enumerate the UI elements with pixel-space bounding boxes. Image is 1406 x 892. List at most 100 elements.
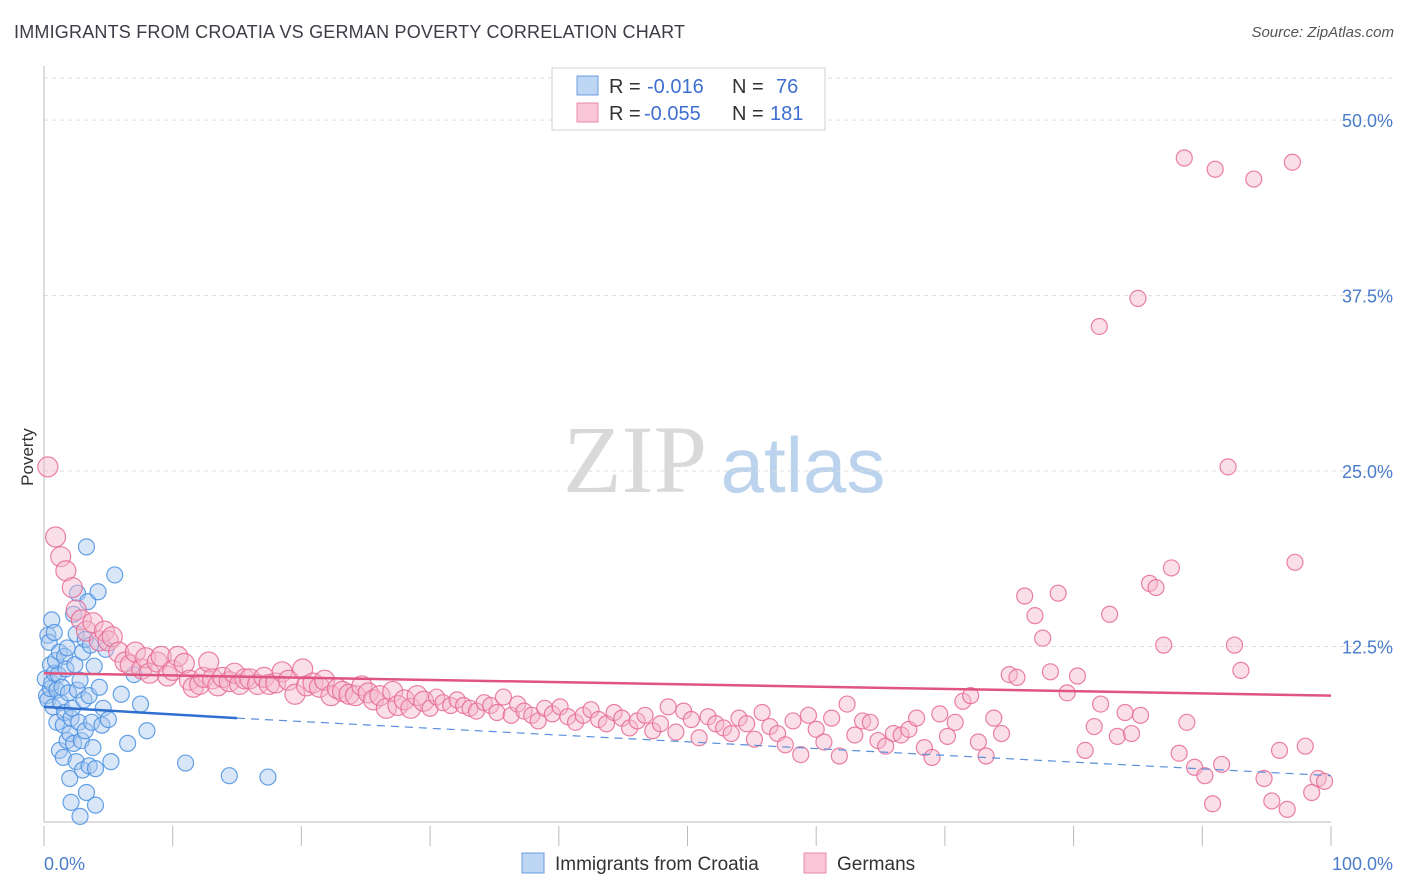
- croatia-point-10: [45, 623, 63, 642]
- germans-point-99: [651, 715, 670, 733]
- germans-point-61: [382, 680, 404, 703]
- germans-point-148: [1034, 629, 1052, 647]
- croatia-trend-extension: [237, 717, 1332, 777]
- germans-point-179: [1278, 800, 1296, 818]
- germans-point-188: [1175, 149, 1193, 167]
- legend-r-value-2: -0.055: [644, 103, 701, 125]
- germans-point-59: [369, 685, 391, 707]
- croatia-point-7: [43, 611, 61, 629]
- germans-point-108: [722, 724, 740, 743]
- croatia-point-60: [89, 583, 107, 601]
- croatia-point-26: [58, 639, 76, 657]
- germans-point-147: [1026, 607, 1044, 625]
- germans-point-159: [1122, 724, 1141, 743]
- germans-point-118: [799, 706, 818, 724]
- germans-point-140: [969, 733, 987, 751]
- germans-point-142: [985, 709, 1003, 727]
- germans-point-126: [861, 713, 879, 731]
- croatia-point-42: [71, 807, 89, 825]
- germans-point-81: [515, 702, 533, 720]
- germans-point-112: [753, 703, 771, 722]
- croatia-point-61: [90, 678, 108, 696]
- germans-point-64: [400, 697, 422, 719]
- chart-source: Source: ZipAtlas.com: [1251, 24, 1394, 41]
- germans-point-65: [406, 685, 428, 707]
- chart-title: IMMIGRANTS FROM CROATIA VS GERMAN POVERT…: [14, 22, 686, 42]
- germans-point-155: [1092, 695, 1110, 713]
- germans-point-30: [198, 651, 220, 673]
- germans-point-185: [1090, 317, 1108, 336]
- croatia-point-68: [112, 685, 130, 703]
- croatia-point-21: [54, 748, 72, 767]
- croatia-point-66: [102, 753, 120, 771]
- germans-point-157: [1108, 727, 1126, 745]
- croatia-point-73: [176, 754, 195, 772]
- croatia-point-41: [71, 671, 89, 689]
- germans-point-151: [1058, 684, 1076, 702]
- germans-point-115: [776, 736, 794, 754]
- x-tick-label-0: 0.0%: [44, 854, 85, 874]
- germans-point-152: [1068, 667, 1087, 685]
- germans-point-164: [1162, 559, 1181, 577]
- bottom-legend-swatch-germans: [803, 852, 827, 874]
- trend-lines: [43, 671, 1332, 777]
- germans-point-101: [667, 723, 685, 741]
- germans-point-100: [659, 698, 677, 716]
- germans-point-16: [124, 641, 146, 663]
- croatia-point-55: [83, 713, 101, 731]
- legend-r-label-1: R =: [609, 76, 641, 98]
- germans-point-132: [907, 709, 926, 727]
- germans-point-149: [1041, 663, 1060, 681]
- germans-point-119: [807, 720, 825, 738]
- germans-point-141: [977, 747, 995, 765]
- legend-r-value-1: -0.016: [647, 76, 704, 98]
- germans-point-58: [362, 689, 385, 711]
- legend-swatch-croatia: [576, 75, 599, 96]
- croatia-point-56: [84, 738, 102, 757]
- germans-point-103: [682, 710, 700, 729]
- germans-point-110: [738, 715, 756, 733]
- germans-point-62: [387, 694, 409, 717]
- germans-point-175: [1245, 170, 1263, 188]
- germans-point-122: [830, 747, 848, 765]
- germans-point-80: [509, 695, 527, 713]
- germans-point-135: [931, 705, 949, 723]
- germans-point-97: [636, 706, 654, 724]
- germans-point-78: [494, 688, 513, 706]
- watermark-atlas: atlas: [721, 421, 886, 509]
- germans-point-186: [1129, 289, 1147, 307]
- y-tick-label-1: 25.0%: [1342, 462, 1393, 482]
- germans-point-166: [1178, 713, 1196, 731]
- germans-point-54: [338, 683, 360, 705]
- germans-point-160: [1131, 706, 1150, 724]
- germans-point-168: [1196, 767, 1214, 785]
- germans-point-9: [88, 630, 110, 652]
- germans-point-182: [1303, 783, 1321, 802]
- bottom-legend-croatia: Immigrants from Croatia: [555, 854, 759, 875]
- germans-trend-line: [43, 671, 1332, 697]
- germans-point-137: [946, 713, 964, 731]
- series-germans-points: [37, 149, 1334, 818]
- croatia-point-49: [77, 538, 96, 556]
- legend-n-label-1: N =: [732, 76, 764, 98]
- germans-point-19: [138, 662, 161, 684]
- germans-point-28: [189, 673, 211, 696]
- germans-point-37: [234, 668, 256, 690]
- germans-point-5: [65, 599, 87, 621]
- bottom-legend: Immigrants from Croatia Germans: [521, 852, 915, 875]
- germans-point-180: [1286, 553, 1304, 571]
- tick-labels: 12.5% 25.0% 37.5% 50.0% 0.0% 100.0%: [44, 111, 1393, 874]
- croatia-point-57: [85, 657, 103, 675]
- germans-point-158: [1116, 703, 1134, 722]
- bottom-legend-germans: Germans: [837, 854, 915, 875]
- germans-point-139: [962, 687, 980, 705]
- bottom-legend-swatch-croatia: [521, 852, 545, 874]
- germans-point-184: [1315, 772, 1334, 790]
- croatia-point-59: [86, 760, 105, 778]
- germans-point-169: [1203, 795, 1222, 813]
- germans-point-178: [1270, 741, 1289, 760]
- y-tick-label-3: 50.0%: [1342, 111, 1393, 131]
- germans-point-143: [992, 724, 1011, 743]
- legend-n-value-2: 181: [770, 103, 803, 125]
